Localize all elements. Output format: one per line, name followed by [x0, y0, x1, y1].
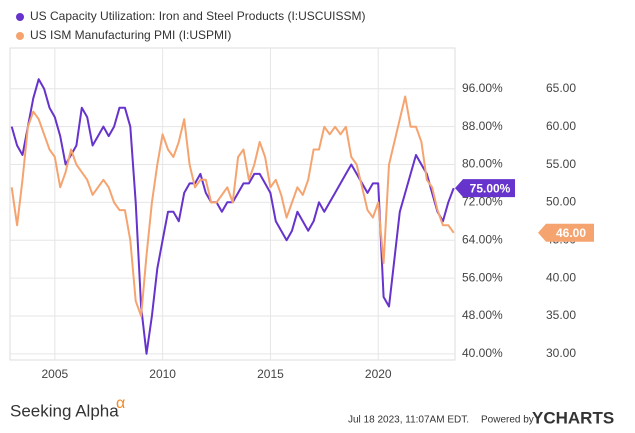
brand: Seeking Alpha: [10, 401, 119, 420]
y2-tick-label: 30.00: [546, 346, 576, 360]
y-tick-label: 72.00%: [462, 195, 503, 209]
y-tick-label: 48.00%: [462, 308, 503, 322]
y-tick-label: 80.00%: [462, 157, 503, 171]
y2-tick-label: 35.00: [546, 308, 576, 322]
y2-tick-label: 40.00: [546, 270, 576, 284]
y-tick-label: 40.00%: [462, 346, 503, 360]
end-label: 75.00%: [470, 181, 511, 195]
y-tick-label: 64.00%: [462, 232, 503, 246]
x-tick-label: 2015: [257, 367, 284, 381]
y2-tick-label: 65.00: [546, 81, 576, 95]
end-label: 46.00: [556, 226, 586, 240]
y2-tick-label: 55.00: [546, 157, 576, 171]
series-line: [10, 95, 455, 318]
legend: US Capacity Utilization: Iron and Steel …: [16, 9, 365, 42]
brand-symbol: α: [116, 395, 125, 412]
legend-label: US ISM Manufacturing PMI (I:USPMI): [30, 28, 231, 42]
legend-marker: [16, 32, 24, 40]
x-tick-label: 2020: [365, 367, 392, 381]
legend-marker: [16, 13, 24, 21]
y-tick-label: 56.00%: [462, 270, 503, 284]
legend-label: US Capacity Utilization: Iron and Steel …: [30, 9, 365, 23]
end-tag: [455, 179, 515, 198]
y2-tick-label: 60.00: [546, 119, 576, 133]
logo: YCHARTS: [532, 408, 614, 427]
y2-tick-label: 50.00: [546, 195, 576, 209]
x-tick-label: 2005: [41, 367, 68, 381]
timestamp: Jul 18 2023, 11:07AM EDT.: [348, 415, 469, 426]
y-tick-label: 96.00%: [462, 81, 503, 95]
plot-area: [9, 47, 456, 361]
y-tick-label: 88.00%: [462, 119, 503, 133]
lines: [10, 78, 455, 355]
powered-by: Powered by: [481, 415, 534, 426]
end-tag: [538, 223, 594, 242]
x-tick-label: 2010: [149, 367, 176, 381]
